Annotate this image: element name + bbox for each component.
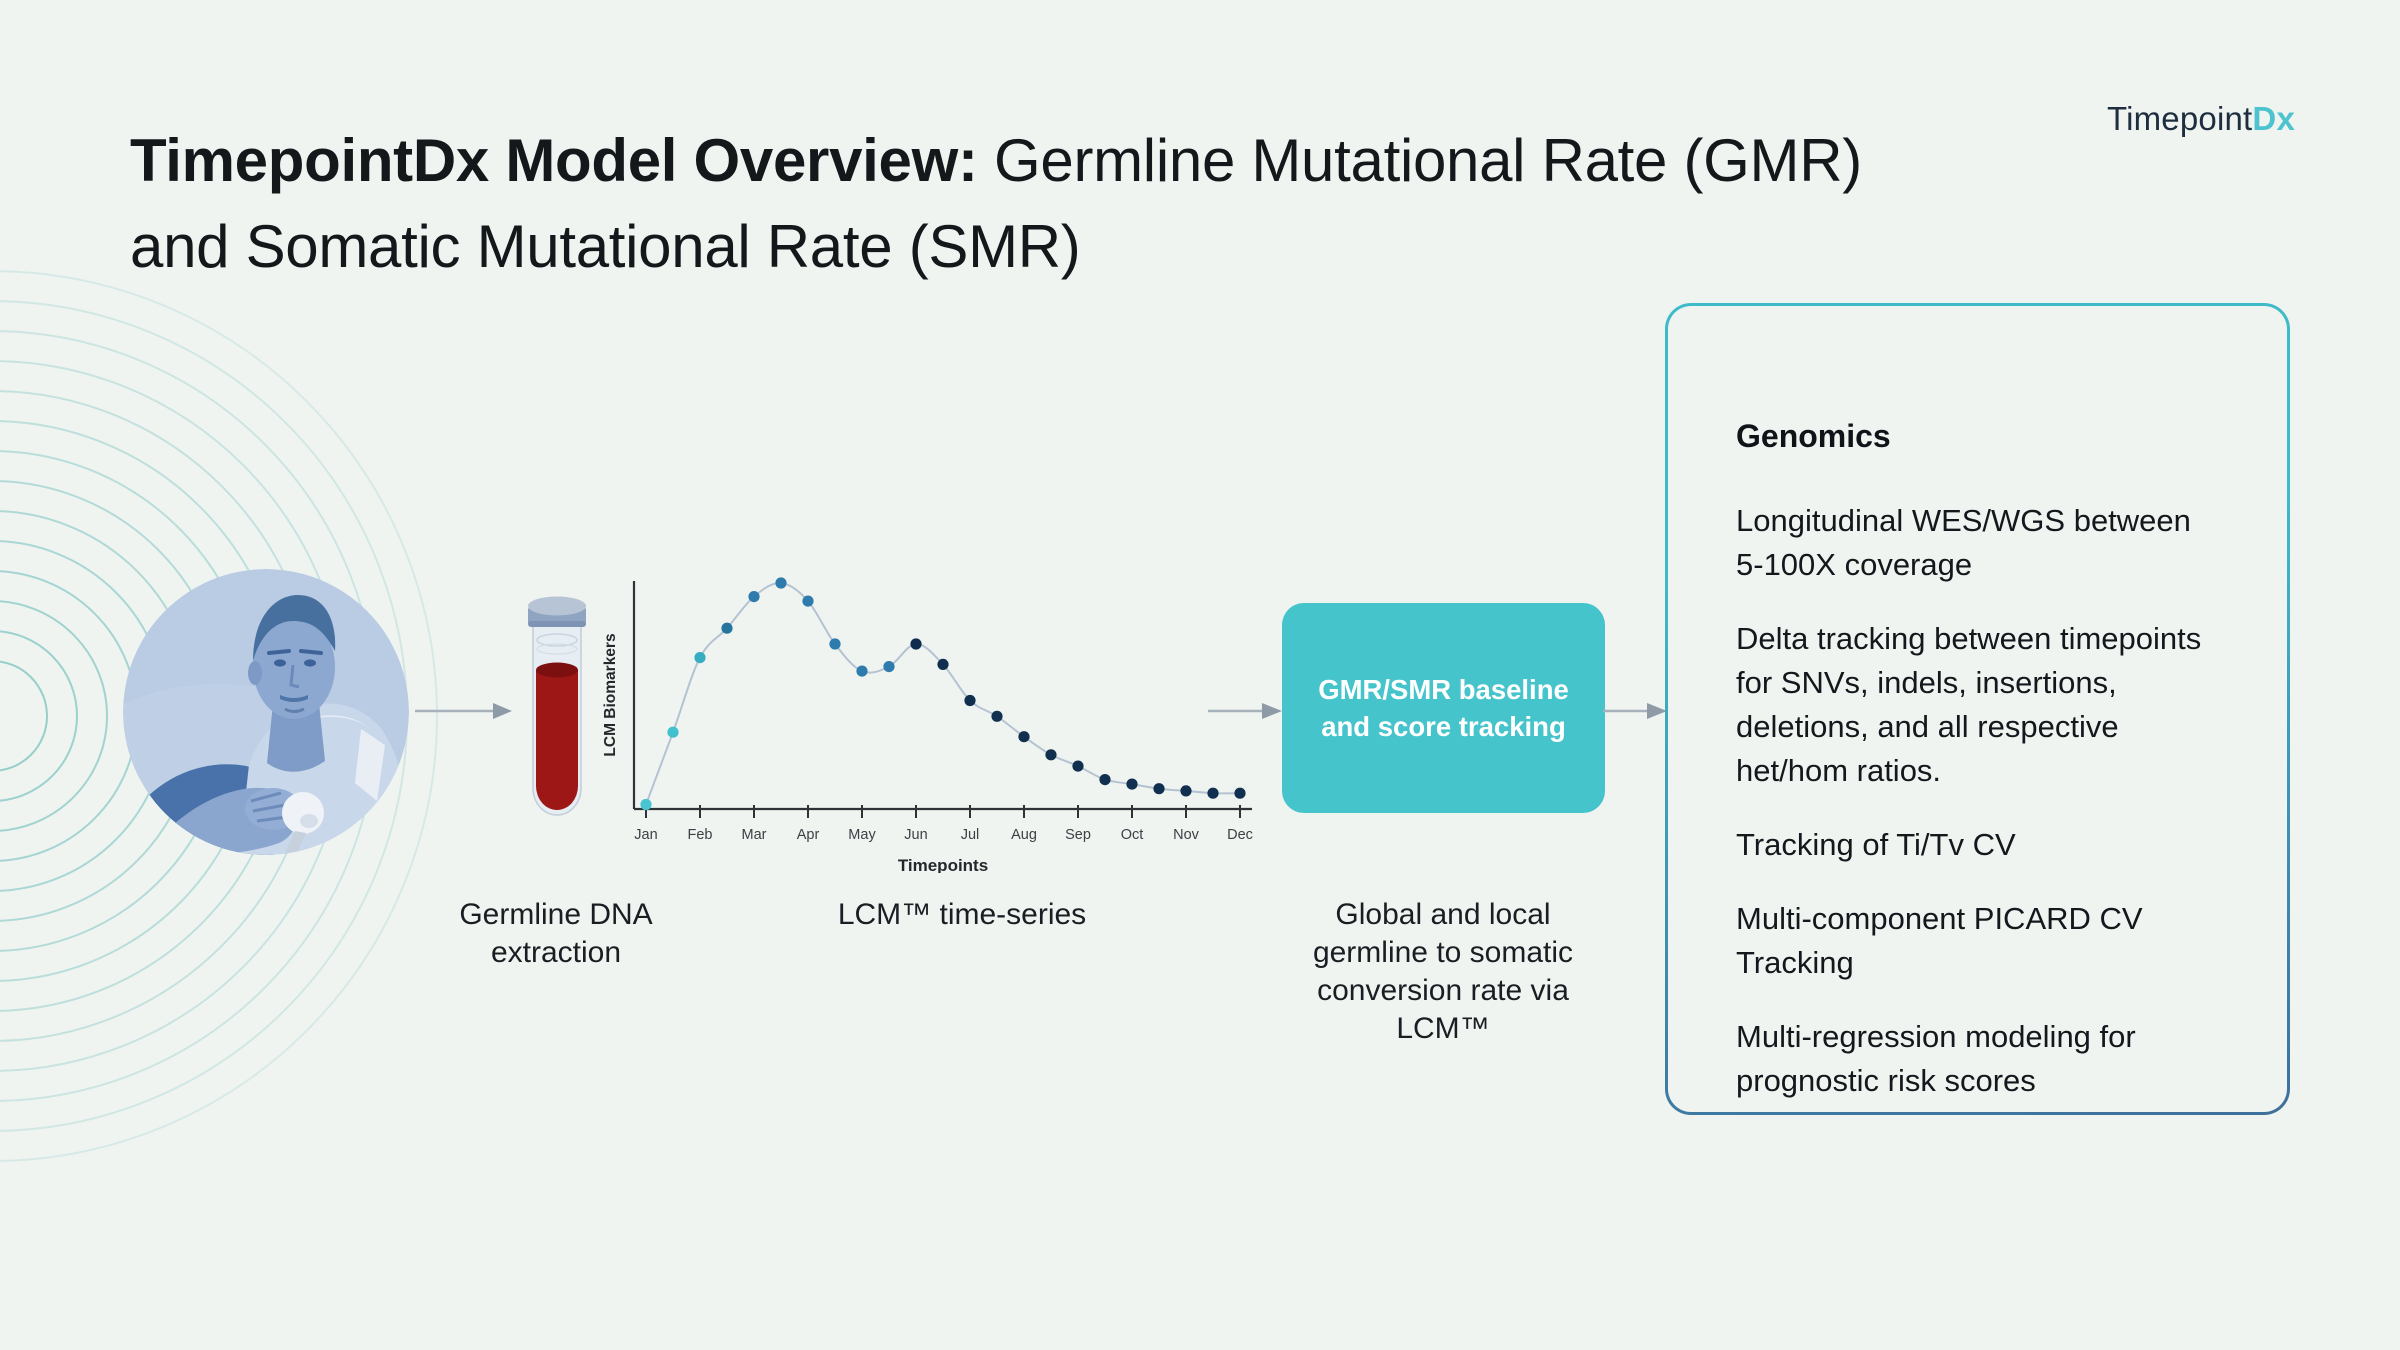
biomarker-point	[748, 591, 760, 603]
eyebrow-right	[299, 649, 323, 655]
caption-line: Global and local	[1335, 898, 1551, 931]
vial-blood	[536, 670, 578, 810]
genomics-item: Longitudinal WES/WGS between 5-100X cover…	[1736, 503, 2191, 582]
genomics-item: Tracking of Ti/Tv CV	[1736, 827, 2016, 862]
brand-logo-suffix: Dx	[2252, 100, 2295, 137]
x-tick-label: Jan	[634, 827, 657, 843]
sampling-device	[282, 792, 324, 855]
genomics-panel: Genomics Longitudinal WES/WGS between 5-1…	[1665, 303, 2290, 1115]
biomarker-point	[883, 661, 895, 673]
neck	[267, 703, 325, 772]
biomarker-point	[1072, 760, 1084, 772]
genomics-heading: Genomics	[1736, 418, 1891, 454]
biomarker-point	[721, 622, 733, 634]
biomarker-point	[1180, 785, 1192, 797]
x-tick-label: Jul	[961, 827, 980, 843]
x-tick-label: Aug	[1011, 827, 1037, 843]
caption-lcm-time-series: LCM™ time-series	[792, 896, 1132, 934]
biomarker-point	[964, 694, 976, 707]
ear	[248, 661, 262, 685]
slide-title-rest: Germline Mutational Rate (GMR) and Somat…	[130, 127, 1862, 280]
caption-line: extraction	[490, 936, 622, 969]
biomarker-curve	[645, 581, 1241, 805]
biomarker-point	[991, 710, 1003, 722]
x-tick-label: Apr	[797, 827, 820, 843]
eye-right	[304, 659, 316, 667]
slide-title: TimepointDx Model Overview: Germline Mut…	[130, 118, 1960, 290]
hair	[253, 595, 336, 661]
biomarker-point	[937, 658, 949, 670]
x-tick-label: Oct	[1121, 827, 1144, 843]
x-tick-label: Nov	[1173, 827, 1200, 843]
x-tick-label: May	[848, 827, 876, 843]
biomarker-point	[1153, 783, 1165, 795]
biomarker-point	[667, 726, 679, 738]
blood-sample-vial	[522, 592, 592, 827]
brand-logo: TimepointDx	[2107, 100, 2295, 138]
genomics-item: Multi-regression modeling for prognostic …	[1736, 1019, 2136, 1098]
biomarker-point	[1018, 731, 1030, 743]
biomarker-point	[1045, 749, 1057, 761]
process-box-line2: and score tracking	[1321, 711, 1566, 742]
eye-left	[274, 659, 286, 667]
x-axis-label: Timepoints	[898, 856, 988, 873]
biomarker-point	[802, 595, 814, 607]
x-tick-label: Mar	[742, 827, 767, 843]
biomarker-point	[694, 652, 706, 664]
genomics-panel-content: Genomics Longitudinal WES/WGS between 5-1…	[1668, 306, 2287, 1112]
flow-arrow-process-box-to-genomics-panel	[1603, 703, 1667, 719]
caption-germline-dna-extraction: Germline DNA extraction	[406, 896, 706, 972]
caption-line: Germline DNA	[459, 898, 653, 931]
biomarker-point	[775, 577, 787, 589]
biomarker-point	[856, 665, 868, 677]
shirt-strap	[355, 729, 385, 801]
brand-logo-prefix: Timepoint	[2106, 100, 2253, 137]
mouth	[284, 707, 305, 713]
caption-line: germline to somatic	[1312, 936, 1574, 969]
process-box-line1: GMR/SMR baseline	[1318, 674, 1569, 705]
biomarker-point	[1099, 774, 1111, 786]
caption-line: LCM™ time-series	[837, 898, 1087, 931]
flow-arrow-photo-to-vial	[415, 703, 512, 719]
biomarker-point	[910, 638, 922, 650]
process-box: GMR/SMR baseline and score tracking	[1282, 603, 1605, 813]
mustache	[280, 695, 308, 702]
biomarker-point	[640, 798, 652, 811]
x-tick-label: Feb	[688, 827, 713, 843]
x-tick-label: Jun	[904, 827, 927, 843]
caption-line: conversion rate via	[1317, 974, 1569, 1007]
nose	[289, 664, 300, 689]
blood-vial-illustration	[528, 596, 586, 816]
caption-line: LCM™	[1396, 1012, 1490, 1045]
genomics-item: Multi-component PICARD CV Tracking	[1736, 901, 2143, 980]
caption-conversion-rate: Global and local germline to somatic conve…	[1273, 896, 1613, 1048]
biomarker-point	[1126, 778, 1138, 790]
genomics-items: Longitudinal WES/WGS between 5-100X cover…	[1736, 499, 2229, 1103]
x-tick-label: Dec	[1227, 827, 1253, 843]
biomarker-point	[829, 638, 841, 650]
eyebrow-left	[267, 649, 291, 655]
face	[248, 595, 336, 719]
patient-photo-illustration	[123, 569, 409, 855]
slide-title-bold: TimepointDx Model Overview:	[130, 127, 978, 194]
genomics-item: Delta tracking between timepoints for SNV…	[1736, 621, 2202, 788]
biomarker-point	[1207, 787, 1219, 799]
y-axis-label: LCM Biomarkers	[602, 633, 619, 756]
lcm-biomarkers-chart: Jan Feb Mar Apr May Jun Jul Aug Sep Oct Nov Dec Time…	[602, 577, 1253, 873]
biomarker-point	[1234, 787, 1246, 799]
patient-photo	[123, 569, 409, 855]
x-tick-label: Sep	[1065, 827, 1091, 843]
